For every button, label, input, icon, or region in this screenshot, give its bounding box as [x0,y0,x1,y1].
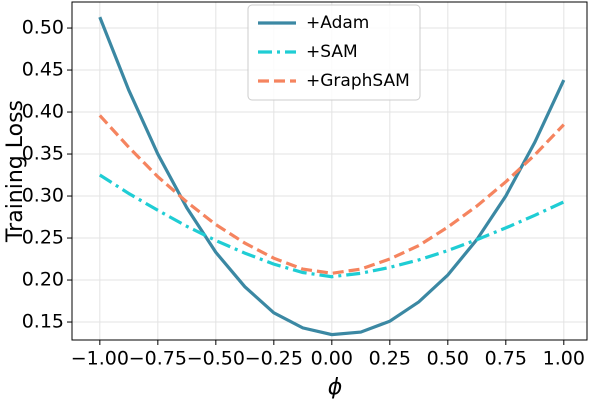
x-tick-label: 0.25 [369,348,411,370]
y-tick-label: 0.15 [22,311,64,333]
y-tick-label: 0.50 [22,17,64,39]
x-axis-label: ϕ [328,375,343,400]
x-tick-label: −0.75 [129,348,187,370]
x-tick-label: 0.75 [485,348,527,370]
x-tick-label: −0.50 [187,348,245,370]
legend-label: +GraphSAM [306,71,410,91]
legend: +Adam +SAM +GraphSAM [247,4,421,101]
y-tick-label: 0.35 [22,143,64,165]
x-tick-label: −1.00 [71,348,129,370]
y-tick-label: 0.25 [22,227,64,249]
y-tick-label: 0.40 [22,101,64,123]
y-axis-label: Training Loss [3,100,28,243]
x-tick-label: 0.50 [427,348,469,370]
x-tick-label: 1.00 [543,348,585,370]
legend-box [247,4,421,101]
series-line [98,173,565,279]
x-tick-label: 0.00 [311,348,353,370]
series-line [98,16,566,337]
y-tick-label: 0.45 [22,59,64,81]
y-tick-label: 0.20 [22,269,64,291]
legend-label: +Adam [306,13,369,33]
y-tick-label: 0.30 [22,185,64,207]
x-tick-label: −0.25 [245,348,303,370]
legend-label: +SAM [306,42,358,62]
plot-frame [71,1,588,341]
